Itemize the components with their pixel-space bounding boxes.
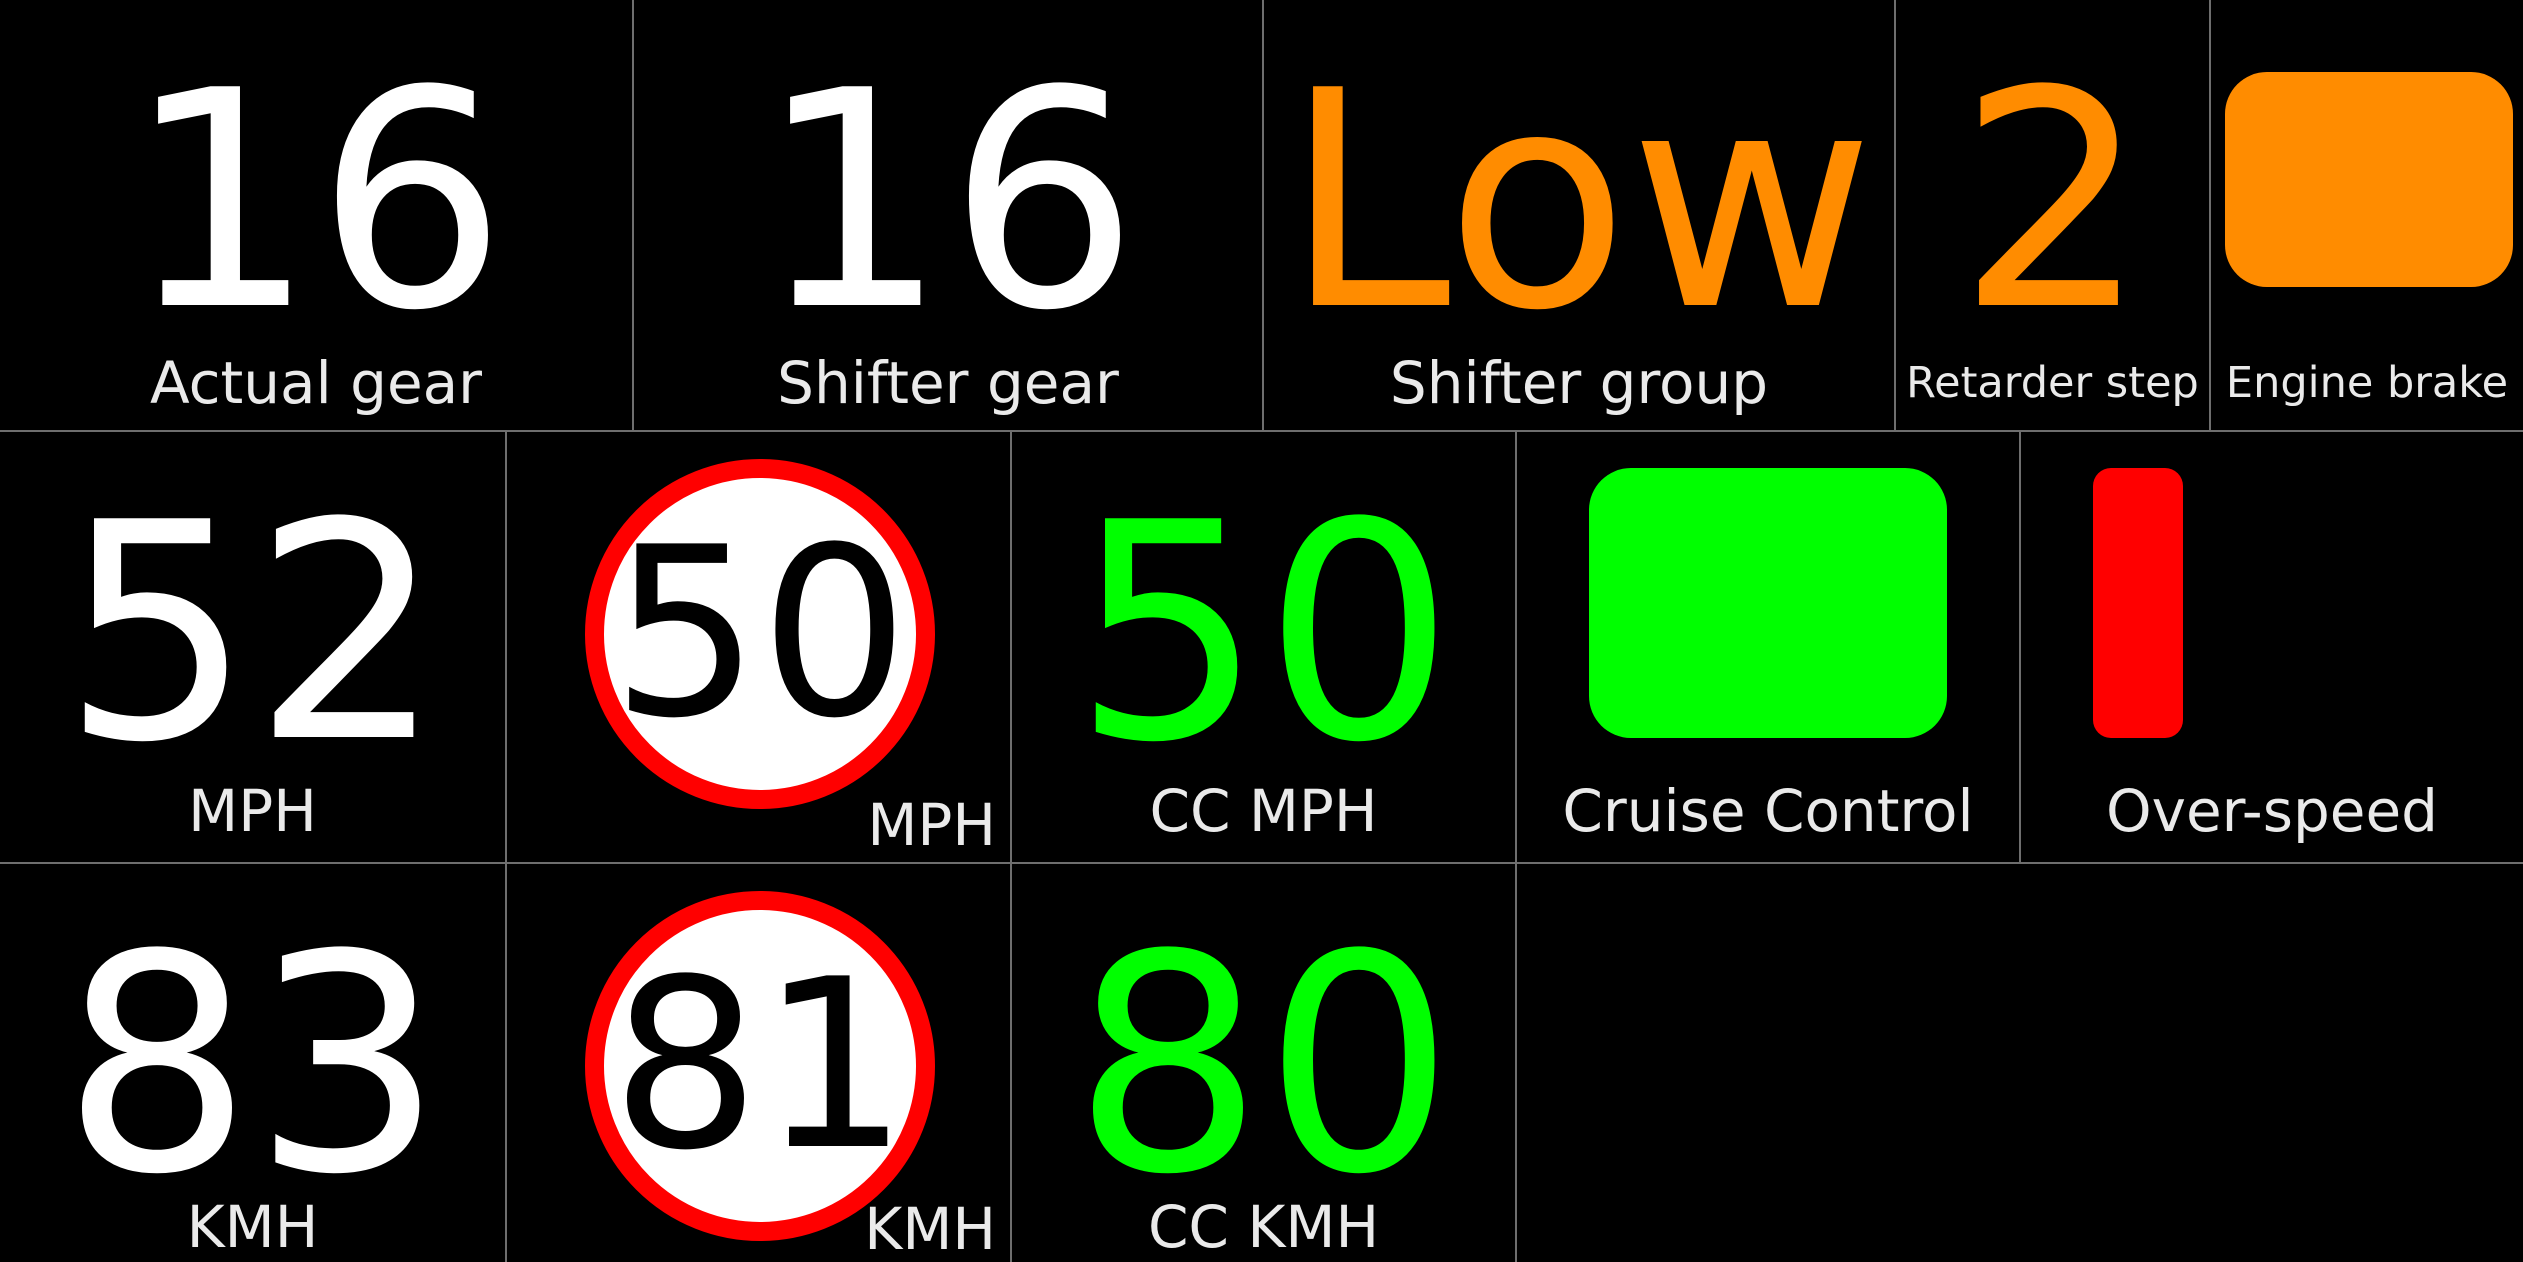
over-speed-label: Over-speed [2106, 777, 2438, 845]
cc-mph-panel: 50 CC MPH [1010, 430, 1515, 862]
engine-brake-panel: Engine brake [2209, 0, 2523, 430]
speed-limit-mph-label: MPH [867, 791, 996, 859]
cruise-control-indicator [1589, 468, 1947, 738]
shifter-gear-value: 16 [757, 27, 1139, 376]
shifter-group-label: Shifter group [1389, 349, 1769, 417]
retarder-step-value: 2 [1957, 27, 2148, 376]
cc-mph-label: CC MPH [1149, 777, 1378, 845]
speed-mph-value: 52 [61, 459, 444, 808]
speed-mph-panel: 52 MPH [0, 430, 505, 862]
actual-gear-value: 16 [125, 27, 507, 376]
cruise-control-panel: Cruise Control [1515, 430, 2019, 862]
speed-limit-mph-value: 50 [611, 498, 909, 770]
speed-limit-kmh-value: 81 [611, 930, 909, 1202]
speed-kmh-value: 83 [61, 891, 444, 1240]
speed-mph-label: MPH [188, 777, 317, 845]
actual-gear-label: Actual gear [149, 349, 483, 417]
engine-brake-indicator [2225, 72, 2513, 287]
speed-kmh-panel: 83 KMH [0, 862, 505, 1262]
retarder-step-label: Retarder step [1906, 358, 2199, 408]
shifter-gear-panel: 16 Shifter gear [632, 0, 1262, 430]
actual-gear-panel: 16 Actual gear [0, 0, 632, 430]
speed-limit-mph-panel: 50 MPH [505, 430, 1010, 862]
cc-mph-value: 50 [1072, 459, 1455, 808]
cruise-control-label: Cruise Control [1562, 777, 1974, 845]
speed-limit-kmh-label: KMH [864, 1195, 996, 1262]
engine-brake-label: Engine brake [2225, 358, 2509, 408]
shifter-group-panel: Low Shifter group [1262, 0, 1894, 430]
empty-panel [1515, 862, 2523, 1262]
retarder-step-panel: 2 Retarder step [1894, 0, 2209, 430]
shifter-gear-label: Shifter gear [777, 349, 1119, 417]
over-speed-indicator [2093, 468, 2183, 738]
speed-kmh-label: KMH [186, 1193, 319, 1261]
speed-limit-kmh-sign: 81 [585, 891, 935, 1241]
cc-kmh-value: 80 [1072, 891, 1455, 1240]
cc-kmh-label: CC KMH [1147, 1193, 1380, 1261]
cc-kmh-panel: 80 CC KMH [1010, 862, 1515, 1262]
speed-limit-kmh-panel: 81 KMH [505, 862, 1010, 1262]
over-speed-panel: Over-speed [2019, 430, 2523, 862]
shifter-group-value: Low [1283, 27, 1875, 376]
speed-limit-mph-sign: 50 [585, 459, 935, 809]
